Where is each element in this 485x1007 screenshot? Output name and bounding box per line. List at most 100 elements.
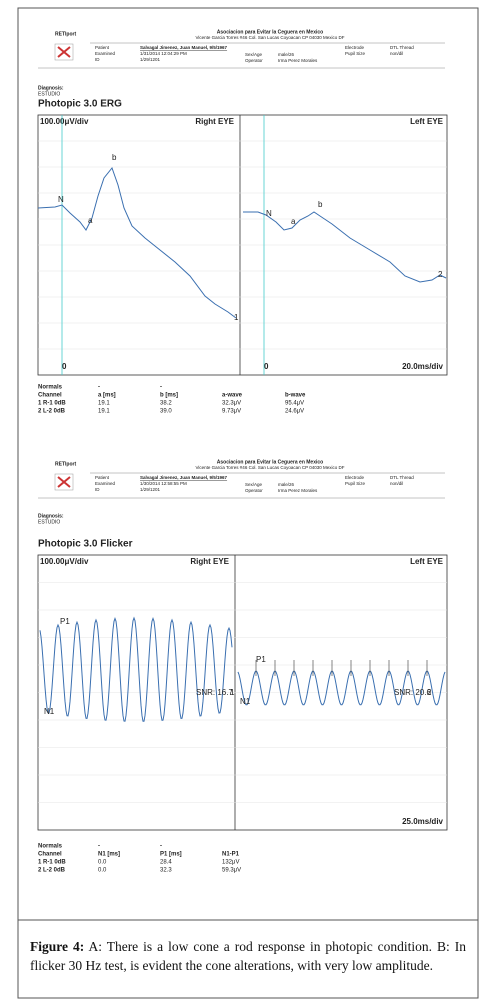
- table-cell: 1 R-1 0dB: [38, 860, 66, 866]
- org-address: Vicente Garcia Torres #46 Col. San Lucas…: [195, 465, 344, 470]
- table-cell: 24.6μV: [285, 409, 304, 415]
- table-cell: 1 R-1 0dB: [38, 401, 66, 407]
- marker-label: 0: [62, 362, 67, 371]
- diagnosis-label: Diagnosis:: [38, 513, 64, 519]
- field-label: Sex/Age: [245, 52, 263, 57]
- logo-box: [54, 473, 74, 491]
- table-cell: 39.0: [160, 409, 172, 415]
- field-value: non/dil: [390, 51, 403, 56]
- table-header: P1 [ms]: [160, 852, 182, 858]
- org-address: Vicente Garcia Torres #46 Col. San Lucas…: [195, 35, 344, 40]
- marker-label: 2: [438, 270, 443, 279]
- caption-text: A: There is a low cone a rod response in…: [30, 939, 466, 973]
- diagnosis: ESTUDIO: [38, 91, 60, 97]
- field-value: male/26: [278, 482, 295, 487]
- eye-label: Right EYE: [195, 117, 234, 126]
- field-value: DTL Thread: [390, 475, 414, 480]
- field-label: Pupil Size: [345, 481, 366, 486]
- eye-label: Left EYE: [410, 557, 444, 566]
- field-label: Sex/Age: [245, 482, 263, 487]
- marker-label: a: [291, 217, 296, 226]
- panel-title: Photopic 3.0 ERG: [38, 99, 122, 110]
- logo-icon: [57, 46, 71, 58]
- org-name: Asociacion para Evitar la Ceguera en Mex…: [217, 29, 323, 35]
- eye-label: Left EYE: [410, 117, 444, 126]
- eye-label: Right EYE: [190, 557, 229, 566]
- table-cell: -: [160, 844, 162, 850]
- caption-label: Figure 4:: [30, 939, 85, 954]
- marker-label: N1: [240, 697, 251, 706]
- panel-title: Photopic 3.0 Flicker: [38, 539, 133, 550]
- field-value: male/26: [278, 52, 295, 57]
- field-label: Pupil Size: [345, 51, 366, 56]
- field-label: Examined: [95, 51, 116, 56]
- time-scale: 25.0ms/div: [402, 817, 443, 826]
- logo-text: RETIport: [55, 461, 76, 467]
- marker-label: b: [112, 153, 117, 162]
- table-cell: 38.2: [160, 401, 172, 407]
- diagnosis-label: Diagnosis:: [38, 85, 64, 91]
- table-cell: 32.3μV: [222, 401, 241, 407]
- field-value: 1/31/2014 12:04:29 PM: [140, 51, 187, 56]
- org-name: Asociacion para Evitar la Ceguera en Mex…: [217, 459, 323, 465]
- table-header: a-wave: [222, 393, 243, 399]
- frame: [17, 7, 479, 999]
- table-header: N1 [ms]: [98, 852, 120, 858]
- marker-label: SNR: 16.7: [196, 688, 233, 697]
- table-cell: 2 L-2 0dB: [38, 409, 66, 415]
- logo-icon: [57, 476, 71, 488]
- table-cell: 9.73μV: [222, 409, 241, 415]
- marker-label: 2: [427, 688, 432, 697]
- field-label: ID: [95, 57, 100, 62]
- table-cell: 95.4μV: [285, 401, 304, 407]
- table-cell: 19.1: [98, 409, 110, 415]
- table-cell: 0.0: [98, 860, 107, 866]
- field-label: Examined: [95, 481, 116, 486]
- table-header: Channel: [38, 852, 62, 858]
- table-cell: 59.3μV: [222, 868, 241, 874]
- amplitude-scale: 100.00μV/div: [40, 557, 89, 566]
- trace: [237, 670, 446, 706]
- field-value: 1/30/2014 12:58:55 PM: [140, 481, 187, 486]
- field-label: Electrode: [345, 475, 365, 480]
- field-value: non/dil: [390, 481, 403, 486]
- marker-label: a: [88, 216, 93, 225]
- marker-label: N: [266, 209, 272, 218]
- table-cell: 28.4: [160, 860, 172, 866]
- field-value: Salvagal Jimenez, Juan Manuel, 9/5/1967: [140, 45, 228, 50]
- field-value: Salvagal Jimenez, Juan Manuel, 9/5/1967: [140, 475, 228, 480]
- field-label: Patient: [95, 475, 110, 480]
- field-value: 1/29/1201: [140, 487, 161, 492]
- amplitude-scale: 100.00μV/div: [40, 117, 89, 126]
- table-header: Channel: [38, 393, 62, 399]
- table-cell: 132μV: [222, 860, 239, 866]
- diagnosis: ESTUDIO: [38, 519, 60, 525]
- marker-label: N1: [44, 707, 55, 716]
- table-cell: 2 L-2 0dB: [38, 868, 66, 874]
- marker-label: P1: [60, 617, 70, 626]
- table-header: a [ms]: [98, 393, 116, 399]
- table-cell: Normals: [38, 385, 63, 391]
- marker-label: P1: [256, 655, 266, 664]
- field-value: Irma Perez Morales: [278, 58, 318, 63]
- field-value: 1/29/1201: [140, 57, 161, 62]
- trace: [37, 166, 237, 319]
- marker-label: b: [318, 200, 323, 209]
- table-cell: 0.0: [98, 868, 107, 874]
- table-cell: Normals: [38, 844, 63, 850]
- field-label: Operator: [245, 58, 263, 63]
- marker-label: N: [58, 195, 64, 204]
- table-header: N1-P1: [222, 852, 240, 858]
- caption: Figure 4: A: There is a low cone a rod r…: [30, 937, 466, 975]
- trace: [39, 616, 233, 722]
- marker-label: 1: [234, 313, 239, 322]
- field-label: Patient: [95, 45, 110, 50]
- logo-box: [54, 43, 74, 61]
- trace: [243, 211, 447, 283]
- table-header: b-wave: [285, 393, 306, 399]
- table-cell: 32.3: [160, 868, 172, 874]
- field-value: Irma Perez Morales: [278, 488, 318, 493]
- field-label: Electrode: [345, 45, 365, 50]
